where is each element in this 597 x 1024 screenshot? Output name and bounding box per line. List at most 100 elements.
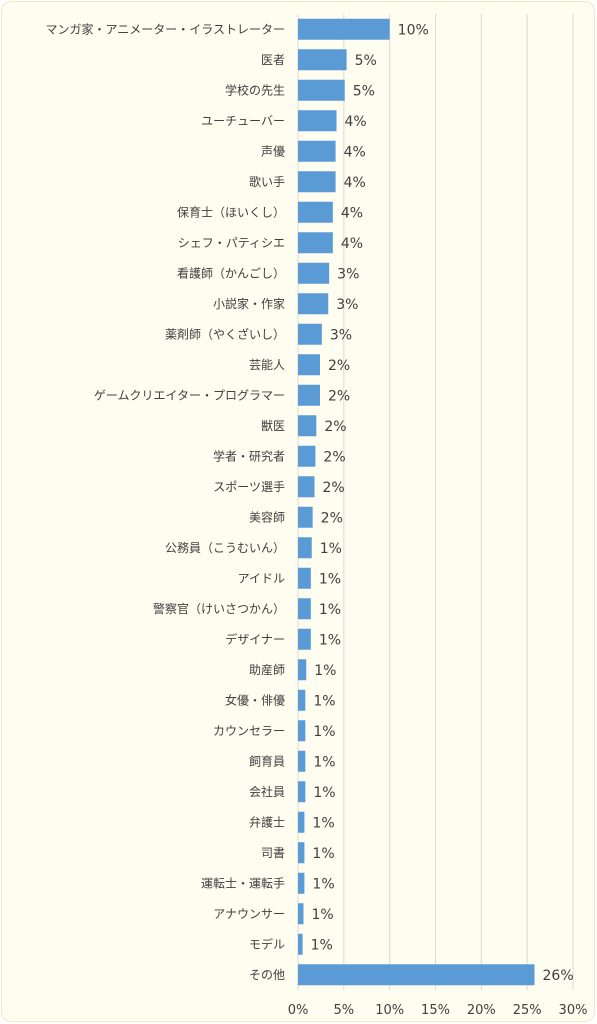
- category-label: 芸能人: [249, 358, 285, 372]
- data-label: 1%: [312, 876, 334, 892]
- bar: [298, 872, 305, 894]
- bar: [298, 79, 345, 101]
- category-label: 薬剤師（やくざいし）: [165, 326, 285, 341]
- category-label: 弁護士: [249, 814, 285, 829]
- bar: [298, 476, 315, 498]
- category-label: 会社員: [249, 784, 285, 799]
- data-label: 2%: [328, 358, 350, 374]
- data-label: 2%: [324, 419, 346, 435]
- axis-layer: 0% 5% 10% 15% 20% 25% 30%: [288, 1003, 588, 1018]
- data-label: 1%: [319, 632, 341, 648]
- category-label: 飼育員: [249, 753, 285, 768]
- data-label: 5%: [353, 83, 375, 99]
- category-label: 学校の先生: [225, 82, 285, 97]
- category-label: その他: [249, 968, 285, 982]
- data-label: 1%: [319, 571, 341, 587]
- category-label: モデル: [249, 936, 285, 951]
- bar: [298, 140, 336, 162]
- x-tick-label: 15%: [421, 1003, 450, 1018]
- data-label: 1%: [312, 846, 334, 862]
- category-label: 獣医: [261, 419, 285, 433]
- data-label: 26%: [543, 968, 574, 984]
- data-label: 4%: [344, 175, 366, 191]
- category-label: 医者: [261, 53, 285, 67]
- data-label: 1%: [313, 754, 335, 770]
- data-label: 3%: [330, 327, 352, 343]
- category-label: マンガ家・アニメーター・イラストレーター: [45, 21, 285, 36]
- bar: [298, 201, 333, 223]
- bar: [298, 628, 311, 650]
- bar: [298, 811, 305, 833]
- data-label: 2%: [323, 480, 345, 496]
- data-label: 2%: [321, 510, 343, 526]
- category-label: 女優・俳優: [225, 692, 285, 707]
- category-label: カウンセラー: [213, 724, 285, 738]
- x-tick-label: 20%: [467, 1003, 496, 1018]
- category-label: デザイナー: [225, 631, 285, 646]
- data-label: 1%: [314, 663, 336, 679]
- data-label: 1%: [313, 724, 335, 740]
- category-label: 歌い手: [249, 174, 285, 189]
- bar: [298, 293, 329, 315]
- data-label: 3%: [337, 266, 359, 282]
- category-label: アナウンサー: [213, 907, 285, 921]
- data-label: 4%: [341, 236, 363, 252]
- bar: [298, 262, 330, 284]
- bar: [298, 18, 390, 40]
- x-tick-label: 30%: [559, 1003, 588, 1018]
- bar: [298, 750, 306, 772]
- category-label: シェフ・パティシエ: [178, 236, 285, 250]
- category-label: スポーツ選手: [213, 480, 285, 494]
- bar: [298, 537, 312, 559]
- bar: [298, 171, 336, 193]
- data-label: 2%: [323, 449, 345, 465]
- data-label: 10%: [398, 22, 429, 38]
- category-label: アイドル: [238, 571, 285, 585]
- x-tick-label: 25%: [513, 1003, 542, 1018]
- bar: [298, 903, 304, 925]
- bar: [298, 49, 347, 71]
- bar: [298, 689, 306, 711]
- bar: [298, 842, 305, 864]
- bar: [298, 384, 320, 406]
- data-label: 1%: [312, 907, 334, 923]
- category-label: ユーチューバー: [201, 114, 285, 128]
- category-label: 助産師: [249, 662, 285, 677]
- category-label: 学者・研究者: [213, 448, 285, 463]
- bar: [298, 781, 306, 803]
- bar: [298, 354, 320, 376]
- data-label: 4%: [344, 144, 366, 160]
- bar: [298, 567, 311, 589]
- data-label: 5%: [355, 53, 377, 69]
- category-label: 声優: [261, 144, 285, 158]
- bar: [298, 323, 322, 345]
- bar: [298, 445, 316, 467]
- data-label: 4%: [345, 114, 367, 130]
- data-label: 1%: [313, 693, 335, 709]
- data-label: 1%: [313, 785, 335, 801]
- grid-layer: [297, 14, 574, 990]
- bar: [298, 232, 333, 254]
- bar: [298, 720, 306, 742]
- category-label: 公務員（こうむいん）: [165, 541, 285, 555]
- category-label: 看護師（かんごし）: [177, 265, 285, 280]
- bar-layer: [298, 18, 535, 986]
- data-label: 1%: [319, 602, 341, 618]
- data-label: 1%: [312, 815, 334, 831]
- category-label: 運転士・運転手: [201, 876, 285, 890]
- data-label: 1%: [311, 937, 333, 953]
- category-label: ゲームクリエイター・プログラマー: [94, 388, 285, 402]
- bar: [298, 964, 535, 986]
- category-label: 美容師: [249, 509, 285, 524]
- category-label: 保育士（ほいくし）: [177, 204, 285, 219]
- bar: [298, 415, 317, 437]
- data-label: 3%: [336, 297, 358, 313]
- bar: [298, 933, 303, 955]
- data-label: 4%: [341, 205, 363, 221]
- x-tick-label: 5%: [334, 1003, 355, 1018]
- category-label: 警察官（けいさつかん）: [153, 601, 285, 616]
- label-layer: マンガ家・アニメーター・イラストレーター 10% 医者 5% 学校の先生 5% ユーチューバ…: [45, 21, 573, 984]
- data-label: 1%: [320, 541, 342, 557]
- bar: [298, 506, 313, 528]
